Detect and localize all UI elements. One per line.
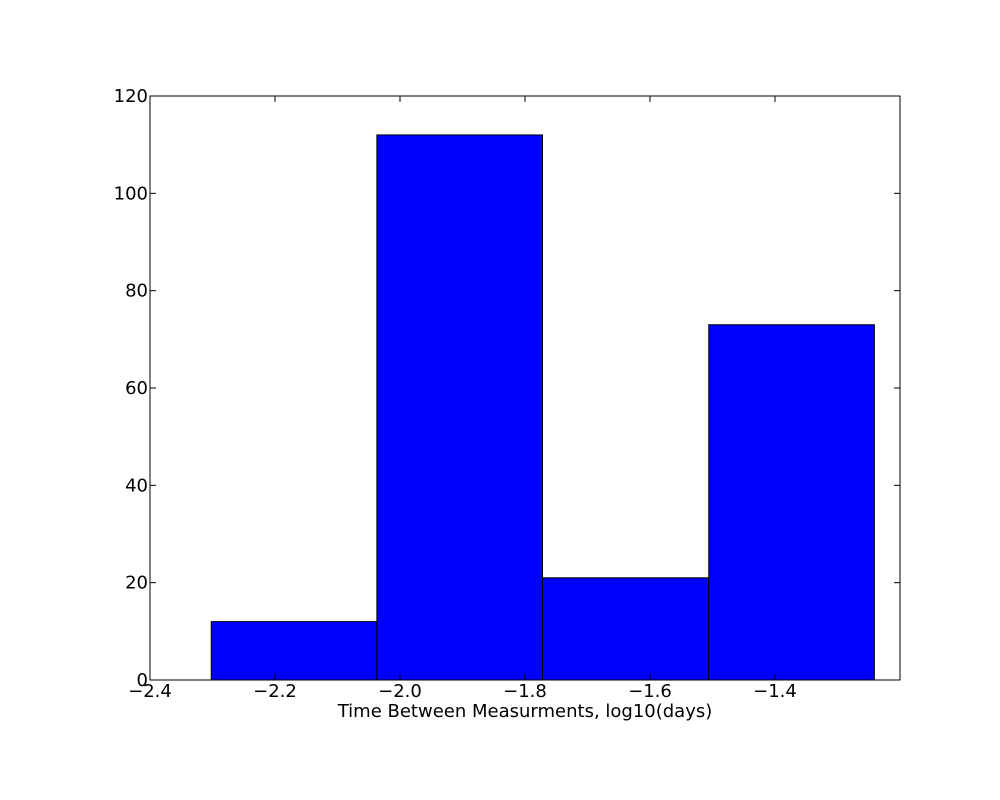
x-tick-label: −1.4 bbox=[753, 681, 797, 702]
y-tick-label: 60 bbox=[125, 378, 148, 399]
axis-ticks bbox=[149, 95, 900, 681]
y-tick-labels: 0 20 40 60 80 100 120 bbox=[114, 86, 148, 691]
y-tick-label: 80 bbox=[125, 281, 148, 302]
histogram-bar-1 bbox=[210, 621, 378, 681]
x-axis-label: Time Between Measurments, log10(days) bbox=[337, 701, 713, 722]
x-tick-label: −2.2 bbox=[253, 681, 297, 702]
histogram-bar-2 bbox=[376, 134, 543, 681]
histogram-bar-4 bbox=[708, 324, 875, 681]
histogram-bar-3 bbox=[542, 577, 710, 681]
y-tick-label: 0 bbox=[137, 670, 148, 691]
y-tick-label: 40 bbox=[125, 475, 148, 496]
y-tick-label: 120 bbox=[114, 86, 148, 107]
x-tick-label: −1.6 bbox=[628, 681, 672, 702]
y-tick-label: 20 bbox=[125, 573, 148, 594]
x-tick-label: −2.0 bbox=[378, 681, 422, 702]
x-tick-labels: −2.4 −2.2 −2.0 −1.8 −1.6 −1.4 bbox=[128, 681, 797, 702]
histogram-bars bbox=[210, 134, 875, 681]
x-tick-label: −2.4 bbox=[128, 681, 172, 702]
y-tick-label: 100 bbox=[114, 183, 148, 204]
x-tick-label: −1.8 bbox=[503, 681, 547, 702]
